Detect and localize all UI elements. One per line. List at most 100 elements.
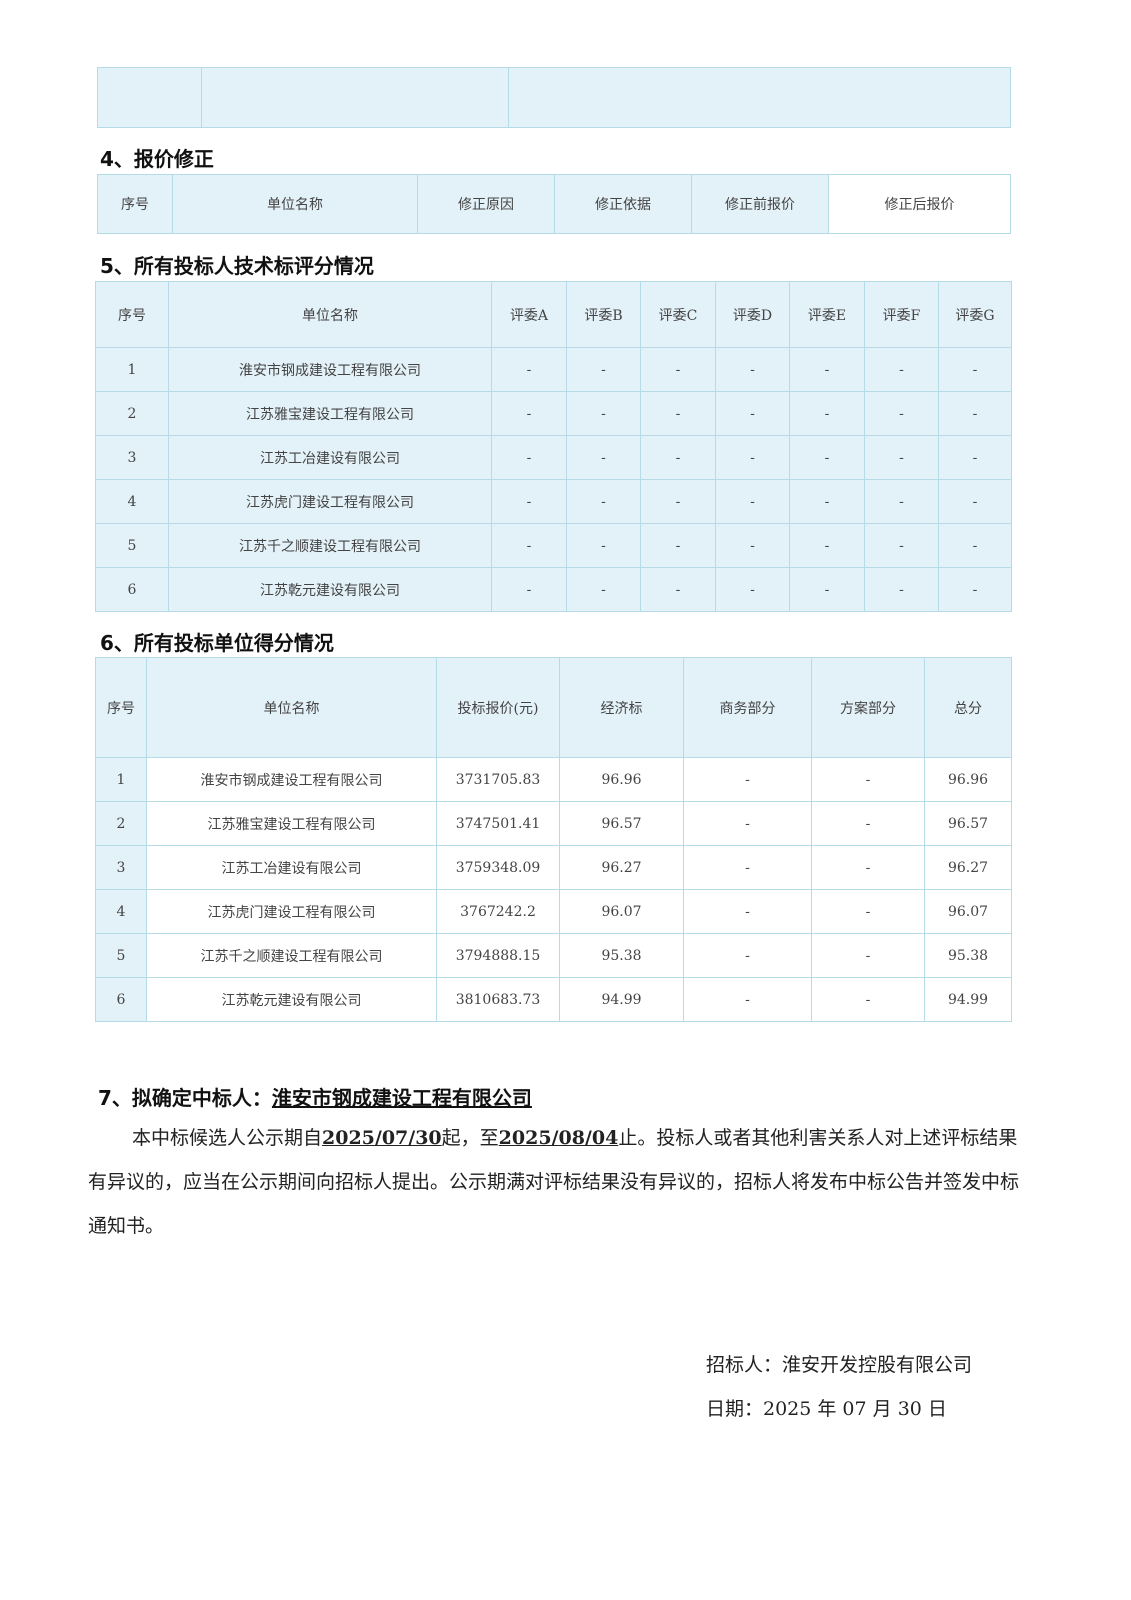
- table-cell: 4: [95, 479, 169, 524]
- table-cell: 1: [95, 347, 169, 392]
- table-cell: -: [683, 889, 812, 934]
- table-cell: 江苏虎门建设工程有限公司: [168, 479, 492, 524]
- table-cell: -: [938, 567, 1012, 612]
- table-cell: -: [491, 523, 567, 568]
- header-cell: 修正依据: [554, 174, 692, 234]
- table-cell: 3759348.09: [436, 845, 560, 890]
- table-cell: 江苏千之顺建设工程有限公司: [168, 523, 492, 568]
- table-cell: -: [789, 347, 865, 392]
- table-cell: 2: [95, 391, 169, 436]
- technical-score-table: 序号 单位名称 评委A 评委B 评委C 评委D 评委E 评委F 评委G 1 淮安市钢成建设工程有限公…: [95, 281, 1012, 612]
- table-cell: 94.99: [559, 977, 684, 1022]
- notice-paragraph: 本中标候选人公示期自2025/07/30起，至2025/08/04止。投标人或者…: [88, 1116, 1028, 1248]
- header-cell: 投标报价(元): [436, 657, 560, 758]
- section6-title: 6、所有投标单位得分情况: [100, 631, 334, 655]
- table-cell: 96.07: [924, 889, 1012, 934]
- table-cell: 3794888.15: [436, 933, 560, 978]
- table-cell: 5: [95, 933, 147, 978]
- table-cell: -: [811, 801, 925, 846]
- table-row: 5 江苏千之顺建设工程有限公司 - - - - - - -: [95, 523, 1012, 568]
- table-row: 6 江苏乾元建设有限公司 3810683.73 94.99- -94.99: [95, 977, 1012, 1022]
- end-date: 2025/08/04: [498, 1127, 619, 1149]
- header-cell: 评委C: [640, 281, 716, 348]
- table-cell: -: [640, 479, 716, 524]
- table-cell: 96.27: [559, 845, 684, 890]
- table-row: 2 江苏雅宝建设工程有限公司 - - - - - - -: [95, 391, 1012, 436]
- table-cell: -: [715, 567, 790, 612]
- table-cell: -: [811, 933, 925, 978]
- table-cell: -: [864, 479, 939, 524]
- table-cell: -: [864, 567, 939, 612]
- table-cell: -: [683, 845, 812, 890]
- table-cell: 95.38: [924, 933, 1012, 978]
- table-cell: -: [566, 479, 641, 524]
- table-cell: 96.96: [559, 757, 684, 802]
- table-cell: 6: [95, 977, 147, 1022]
- table-cell: -: [491, 435, 567, 480]
- table-cell: -: [715, 523, 790, 568]
- table-cell: 1: [95, 757, 147, 802]
- notice-text-3: 止。投标人或者其他利害关系人对上述评标结果有异议的，应当在公示期间向招标人提出。…: [88, 1127, 1020, 1237]
- notice-text-1: 本中标候选人公示期自: [132, 1127, 323, 1149]
- header-cell: 序号: [95, 281, 169, 348]
- table-cell: 3747501.41: [436, 801, 560, 846]
- start-date: 2025/07/30: [322, 1127, 442, 1149]
- table-cell: -: [640, 567, 716, 612]
- table-cell: 3731705.83: [436, 757, 560, 802]
- table-cell: -: [938, 347, 1012, 392]
- table-cell: 3: [95, 845, 147, 890]
- table-cell: -: [640, 435, 716, 480]
- table-cell: 江苏工冶建设有限公司: [168, 435, 492, 480]
- table-cell: -: [715, 347, 790, 392]
- table-row: 1 淮安市钢成建设工程有限公司 - - - - - - -: [95, 347, 1012, 392]
- table-cell: 江苏千之顺建设工程有限公司: [146, 933, 437, 978]
- table-cell: -: [811, 757, 925, 802]
- table-cell: -: [491, 567, 567, 612]
- winner-name: 淮安市钢成建设工程有限公司: [271, 1086, 532, 1110]
- table-row: 5 江苏千之顺建设工程有限公司 3794888.15 95.38- -95.38: [95, 933, 1012, 978]
- header-cell: 评委A: [491, 281, 567, 348]
- header-cell: 评委D: [715, 281, 790, 348]
- table-cell: 5: [95, 523, 169, 568]
- header-cell: 修正前报价: [691, 174, 829, 234]
- table-row: 3 江苏工冶建设有限公司 - - - - - - -: [95, 435, 1012, 480]
- table-cell: -: [864, 435, 939, 480]
- date: 日期：2025 年 07 月 30 日: [706, 1398, 947, 1420]
- table-cell: 3767242.2: [436, 889, 560, 934]
- table-cell: -: [938, 523, 1012, 568]
- table-cell: -: [640, 391, 716, 436]
- table-row: 4 江苏虎门建设工程有限公司 - - - - - - -: [95, 479, 1012, 524]
- table-cell: -: [683, 801, 812, 846]
- table-cell: 96.57: [924, 801, 1012, 846]
- table-cell: -: [491, 391, 567, 436]
- table-cell: -: [938, 435, 1012, 480]
- table-cell: -: [811, 889, 925, 934]
- previous-table-fragment: [97, 67, 1011, 128]
- header-cell: 单位名称: [172, 174, 418, 234]
- table-cell: 96.07: [559, 889, 684, 934]
- table-cell: 4: [95, 889, 147, 934]
- table-cell: 95.38: [559, 933, 684, 978]
- table-cell: -: [683, 757, 812, 802]
- header-cell: 经济标: [559, 657, 684, 758]
- table-cell: -: [789, 479, 865, 524]
- table-cell: -: [938, 479, 1012, 524]
- table-row: 4 江苏虎门建设工程有限公司 3767242.2 96.07- -96.07: [95, 889, 1012, 934]
- table-cell: -: [491, 347, 567, 392]
- header-cell: 方案部分: [811, 657, 925, 758]
- table-cell: -: [789, 567, 865, 612]
- table-cell: 6: [95, 567, 169, 612]
- table-cell: -: [864, 523, 939, 568]
- header-row: 序号 单位名称 投标报价(元) 经济标 商务部分 方案部分 总分: [95, 657, 1012, 758]
- header-cell: 商务部分: [683, 657, 812, 758]
- table-cell: 96.96: [924, 757, 1012, 802]
- table-cell: -: [715, 391, 790, 436]
- table-cell: 2: [95, 801, 147, 846]
- table-cell: 江苏工冶建设有限公司: [146, 845, 437, 890]
- table-cell: -: [789, 435, 865, 480]
- header-row: 序号 单位名称 评委A 评委B 评委C 评委D 评委E 评委F 评委G: [95, 281, 1012, 348]
- table-cell: 96.57: [559, 801, 684, 846]
- price-correction-table: 序号 单位名称 修正原因 修正依据 修正前报价 修正后报价: [97, 174, 1011, 234]
- table-cell: -: [566, 435, 641, 480]
